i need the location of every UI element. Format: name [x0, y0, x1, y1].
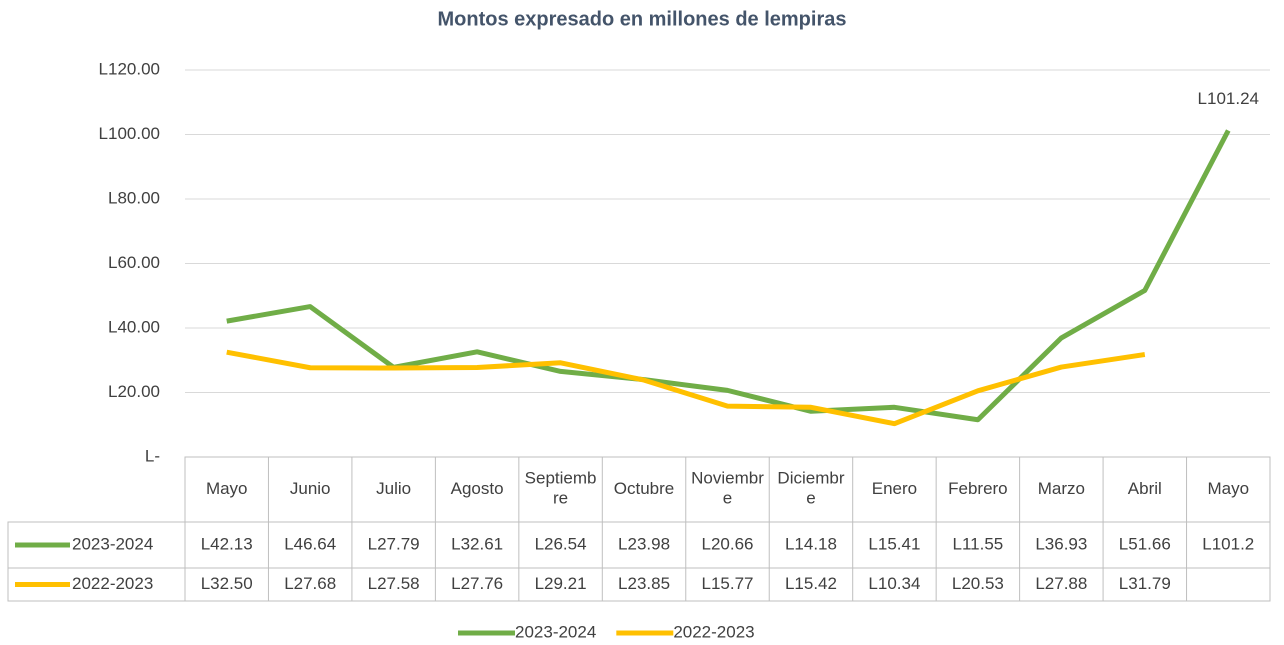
table-value: L11.55	[953, 534, 1004, 553]
x-tick-label: Abril	[1128, 479, 1162, 498]
table-value: L15.41	[868, 534, 920, 553]
table-value: L36.93	[1035, 534, 1087, 553]
table-value: L10.34	[868, 574, 920, 593]
y-tick-label: L60.00	[108, 253, 160, 272]
table-value: L42.13	[201, 534, 253, 553]
table-value: L14.18	[785, 534, 837, 553]
table-value: L101.2	[1202, 534, 1254, 553]
y-tick-label: L-	[145, 446, 160, 465]
y-tick-label: L40.00	[108, 317, 160, 336]
legend-label: 2023-2024	[515, 622, 596, 641]
table-value: L27.58	[368, 574, 420, 593]
table-value: L31.79	[1119, 574, 1171, 593]
table-value: L27.79	[368, 534, 420, 553]
table-value: L46.64	[284, 534, 336, 553]
x-tick-label: Mayo	[1207, 479, 1249, 498]
table-series-name: 2022-2023	[72, 574, 153, 593]
series-line	[226, 349, 1146, 427]
table-value: L29.21	[535, 574, 587, 593]
x-tick-label: Junio	[290, 479, 331, 498]
table-value: L26.54	[535, 534, 587, 553]
table-value: L51.66	[1119, 534, 1171, 553]
x-tick-label: Julio	[376, 479, 411, 498]
table-value: L15.77	[702, 574, 754, 593]
y-tick-label: L100.00	[99, 124, 160, 143]
x-tick-label: Agosto	[451, 479, 504, 498]
table-value: L32.50	[201, 574, 253, 593]
table-value: L23.85	[618, 574, 670, 593]
table-value: L15.42	[785, 574, 837, 593]
y-tick-label: L20.00	[108, 382, 160, 401]
table-value: L27.68	[284, 574, 336, 593]
table-value: L20.66	[702, 534, 754, 553]
x-tick-label: Mayo	[206, 479, 248, 498]
x-tick-label: Febrero	[948, 479, 1008, 498]
chart-title: Montos expresado en millones de lempiras	[437, 8, 846, 30]
table-body	[7, 521, 1271, 602]
x-tick-label: Diciembr e	[777, 469, 844, 508]
y-tick-label: L120.00	[99, 59, 160, 78]
table-value: L27.76	[451, 574, 503, 593]
table-value: L20.53	[952, 574, 1004, 593]
table-value: L32.61	[451, 534, 503, 553]
y-tick-label: L80.00	[108, 188, 160, 207]
x-tick-label: Marzo	[1038, 479, 1085, 498]
table-value: L23.98	[618, 534, 670, 553]
table-value: L27.88	[1035, 574, 1087, 593]
x-tick-label: Octubre	[614, 479, 674, 498]
x-tick-label: Noviembr e	[691, 469, 764, 508]
table-series-name: 2023-2024	[72, 534, 153, 553]
series-line	[226, 129, 1231, 423]
x-tick-label: Enero	[872, 479, 917, 498]
data-label: L101.24	[1198, 89, 1259, 108]
legend-label: 2022-2023	[673, 622, 754, 641]
x-tick-label: Septiemb re	[525, 469, 597, 508]
